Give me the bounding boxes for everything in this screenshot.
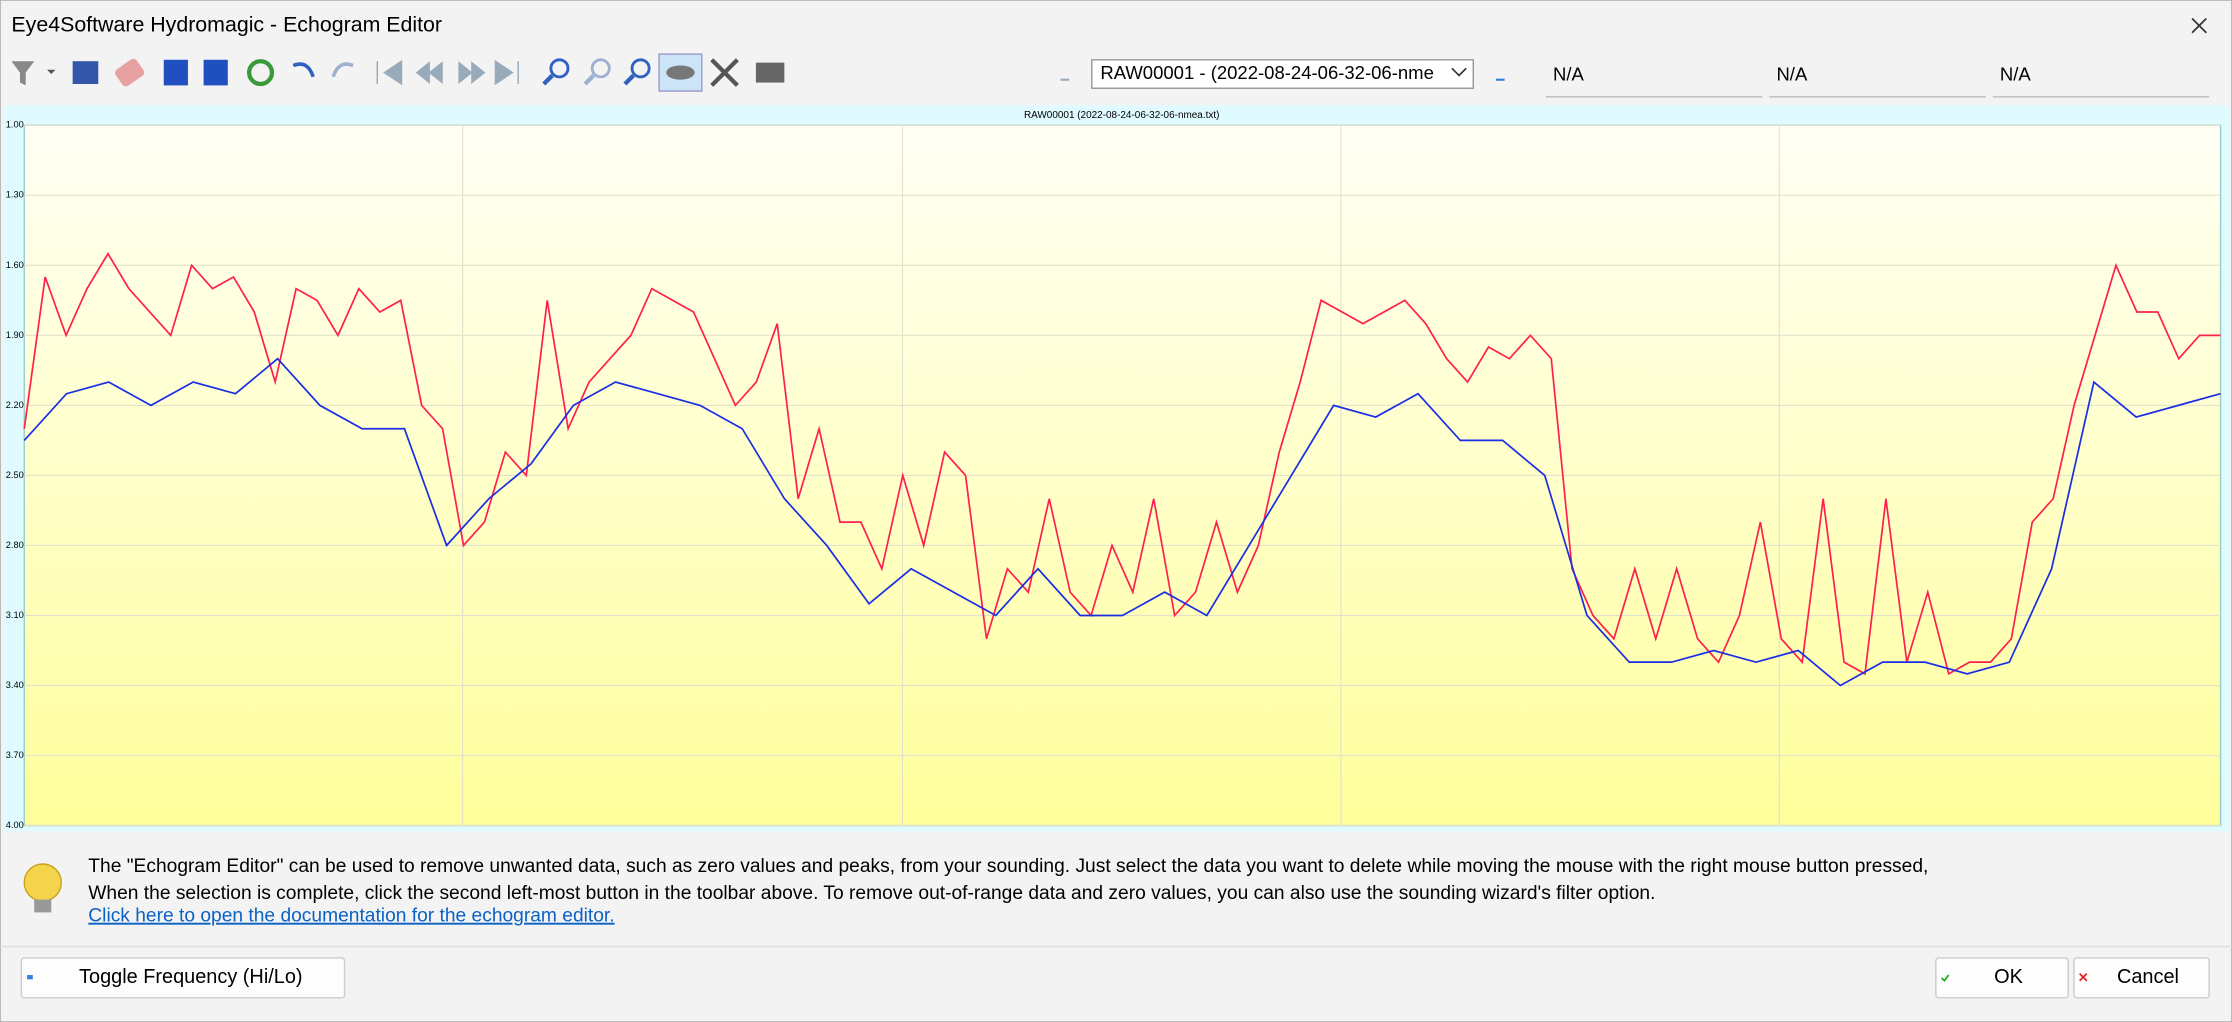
series-line — [23, 357, 2221, 687]
first-icon[interactable] — [376, 59, 403, 86]
settings-icon[interactable] — [710, 58, 739, 87]
eraser-icon[interactable] — [113, 57, 145, 88]
next-icon[interactable] — [458, 61, 486, 84]
y-tick-label: 3.10 — [6, 610, 24, 620]
y-tick-label: 1.60 — [6, 260, 24, 270]
button-label: Toggle Frequency (Hi/Lo) — [79, 966, 302, 988]
undo-icon[interactable] — [292, 62, 315, 78]
print-icon[interactable] — [755, 62, 785, 83]
y-tick-label: 3.70 — [6, 750, 24, 760]
status-field — [1545, 59, 1763, 97]
status-field-text: N/A — [1776, 63, 1808, 84]
ok-button[interactable] — [1935, 957, 2069, 999]
y-tick-label: 1.00 — [6, 120, 24, 130]
y-tick-label: 2.50 — [6, 470, 24, 480]
file-select[interactable] — [1091, 59, 1474, 89]
refresh-icon[interactable] — [247, 59, 275, 87]
zoom-out-icon[interactable] — [590, 58, 611, 79]
status-field — [1992, 59, 2210, 97]
last-icon[interactable] — [494, 59, 519, 86]
documentation-link[interactable]: Click here to open the documentation for… — [88, 906, 614, 927]
file-select-text: RAW00001 - (2022-08-24-06-32-06-nme — [1100, 62, 1434, 83]
series-line — [23, 251, 2221, 676]
y-tick-label: 2.20 — [6, 400, 24, 410]
chart-title: RAW00001 (2022-08-24-06-32-06-nmea.txt) — [1024, 110, 1219, 121]
filter-icon[interactable] — [11, 61, 35, 86]
toolbar: RAW00001 - (2022-08-24-06-32-06-nme N/A N… — [11, 53, 2210, 98]
y-tick-label: 1.30 — [6, 190, 24, 200]
info-line: The "Echogram Editor" can be used to rem… — [88, 856, 1928, 877]
y-tick-label: 1.90 — [6, 330, 24, 340]
prev-icon[interactable] — [415, 61, 443, 84]
window-title: Eye4Software Hydromagic - Echogram Edito… — [11, 12, 442, 36]
info-line: When the selection is complete, click th… — [88, 883, 1655, 904]
status-field — [1769, 59, 1986, 97]
export-icon[interactable] — [203, 59, 228, 86]
y-tick-label: 2.80 — [6, 540, 24, 550]
toggle-frequency-button[interactable] — [20, 957, 346, 999]
delete-selection-icon[interactable] — [72, 61, 99, 84]
button-label: Cancel — [2117, 966, 2179, 988]
zoom-fit-icon[interactable] — [630, 58, 651, 79]
zoom-in-icon[interactable] — [549, 58, 570, 79]
close-button[interactable] — [2191, 17, 2207, 34]
import-icon[interactable] — [163, 59, 188, 86]
status-field-text: N/A — [1553, 63, 1585, 84]
status-field-text: N/A — [2000, 63, 2032, 84]
y-tick-label: 3.40 — [6, 680, 24, 690]
y-tick-label: 4.00 — [6, 820, 24, 830]
lightbulb-icon — [23, 863, 62, 913]
cancel-button[interactable] — [2073, 957, 2210, 999]
button-label: OK — [1994, 966, 2023, 988]
redo-icon[interactable] — [331, 62, 354, 78]
